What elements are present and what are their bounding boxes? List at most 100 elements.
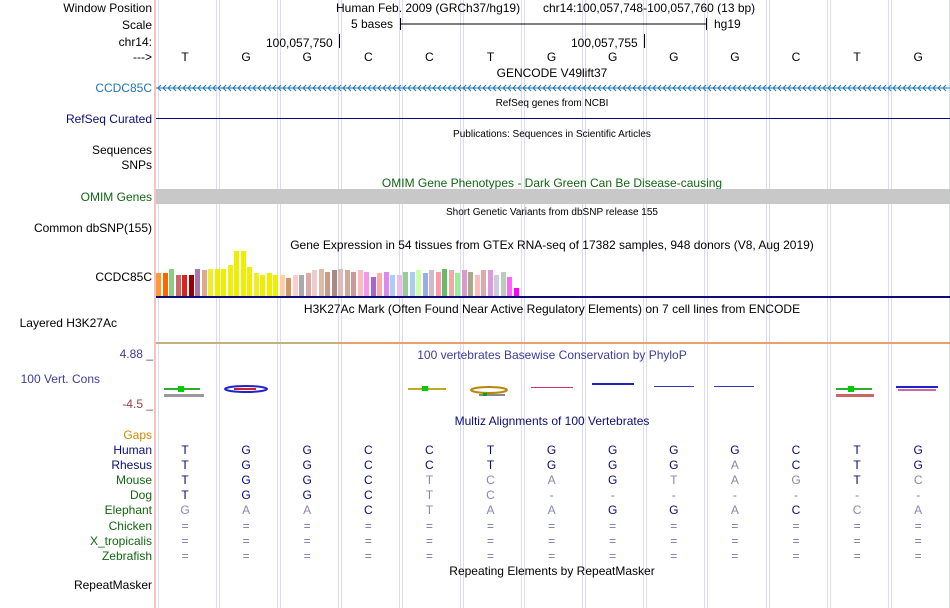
gtex-bar[interactable] xyxy=(442,269,447,296)
species-label[interactable]: Human xyxy=(113,443,152,457)
gtex-bar[interactable] xyxy=(299,275,304,296)
gtex-bar[interactable] xyxy=(175,275,181,296)
gtex-bar[interactable] xyxy=(331,270,337,296)
gtex-bar[interactable] xyxy=(279,275,285,296)
species-label[interactable]: Mouse xyxy=(115,473,152,488)
gtex-bar[interactable] xyxy=(513,288,519,296)
repeatmasker-label[interactable]: RepeatMasker xyxy=(73,578,152,592)
guideline xyxy=(830,0,831,608)
gtex-bar[interactable] xyxy=(487,270,493,296)
species-label[interactable]: Dog xyxy=(129,488,152,503)
species-label[interactable]: Rhesus xyxy=(111,458,152,473)
gtex-bar[interactable] xyxy=(188,275,194,296)
gtex-bar[interactable] xyxy=(448,270,454,296)
publications-label[interactable]: Sequences xyxy=(91,143,152,157)
gencode-gene-feature[interactable] xyxy=(156,82,950,94)
gtex-bar[interactable] xyxy=(507,277,512,296)
gtex-bar[interactable] xyxy=(266,273,272,296)
gtex-bar[interactable] xyxy=(208,269,213,296)
guideline xyxy=(643,0,644,608)
gtex-bar[interactable] xyxy=(344,270,350,296)
gtex-bar[interactable] xyxy=(240,251,246,296)
snps-label[interactable]: SNPs xyxy=(121,158,152,172)
gtex-bar[interactable] xyxy=(455,273,460,296)
h3k27ac-label[interactable]: Layered H3K27Ac xyxy=(19,316,117,330)
gtex-bar[interactable] xyxy=(286,278,291,296)
gtex-bar[interactable] xyxy=(409,272,415,296)
gtex-bar[interactable] xyxy=(201,270,207,296)
gtex-bar[interactable] xyxy=(182,275,187,296)
gtex-bar[interactable] xyxy=(305,273,311,296)
strand-arrow xyxy=(347,84,352,92)
species-base: = xyxy=(181,533,189,548)
gtex-bar[interactable] xyxy=(325,272,330,296)
dbsnp-label[interactable]: Common dbSNP(155) xyxy=(33,221,152,235)
gtex-bar[interactable] xyxy=(377,273,382,296)
gtex-bar[interactable] xyxy=(435,272,441,296)
gtex-bar[interactable] xyxy=(273,275,278,296)
gtex-bar[interactable] xyxy=(500,272,506,296)
guideline xyxy=(766,0,767,608)
gtex-bar[interactable] xyxy=(247,267,252,296)
gtex-bar[interactable] xyxy=(416,270,421,296)
omim-label[interactable]: OMIM Genes xyxy=(80,190,152,204)
cons-logo-10 xyxy=(714,386,754,387)
conservation-label[interactable]: 100 Vert. Cons xyxy=(20,372,100,386)
strand-arrow xyxy=(687,84,692,92)
gtex-label[interactable]: CCDC85C xyxy=(95,270,152,284)
strand-arrow xyxy=(502,84,507,92)
gtex-bar[interactable] xyxy=(461,270,467,296)
gtex-bar[interactable] xyxy=(474,275,480,296)
gtex-bar[interactable] xyxy=(162,273,168,296)
strand-arrow xyxy=(777,84,782,92)
window-position-label: Window Position xyxy=(63,1,152,15)
gtex-expression-bars[interactable] xyxy=(156,250,536,296)
species-label[interactable]: Zebrafish xyxy=(101,548,152,563)
gtex-bar[interactable] xyxy=(429,270,434,296)
strand-arrow xyxy=(192,84,197,92)
gtex-bar[interactable] xyxy=(403,272,408,296)
gtex-bar[interactable] xyxy=(312,270,317,296)
gtex-bar[interactable] xyxy=(364,272,369,296)
species-label[interactable]: Chicken xyxy=(108,518,152,533)
gtex-bar[interactable] xyxy=(260,275,265,296)
gtex-bar[interactable] xyxy=(318,269,324,296)
gtex-bar[interactable] xyxy=(169,269,174,296)
gtex-bar[interactable] xyxy=(370,277,376,296)
conservation-logos[interactable] xyxy=(156,378,950,402)
gaps-label[interactable]: Gaps xyxy=(123,428,152,442)
h3k27ac-signal-overlay xyxy=(156,342,338,343)
species-base: T xyxy=(425,503,434,518)
gtex-bar[interactable] xyxy=(383,272,389,296)
gtex-bar[interactable] xyxy=(357,270,363,296)
species-label[interactable]: Elephant xyxy=(104,503,152,518)
gtex-bar[interactable] xyxy=(156,273,161,296)
gtex-bar[interactable] xyxy=(351,272,356,296)
gtex-bar[interactable] xyxy=(195,269,200,296)
refseq-label[interactable]: RefSeq Curated xyxy=(65,112,152,126)
refseq-gene-line[interactable] xyxy=(156,118,950,119)
gtex-bar[interactable] xyxy=(338,269,343,296)
omim-title: OMIM Gene Phenotypes - Dark Green Can Be… xyxy=(381,176,723,190)
gtex-bar[interactable] xyxy=(468,272,473,296)
gtex-bar[interactable] xyxy=(227,265,233,296)
strand-arrow xyxy=(337,84,342,92)
gtex-bar[interactable] xyxy=(214,269,220,296)
species-base: = xyxy=(425,548,433,563)
gtex-bar[interactable] xyxy=(494,275,499,296)
gtex-bar[interactable] xyxy=(481,270,486,296)
species-label[interactable]: X_tropicalis xyxy=(89,533,152,548)
h3k27ac-signal[interactable] xyxy=(156,342,950,344)
omim-feature-bar[interactable] xyxy=(156,189,950,204)
gtex-bar[interactable] xyxy=(292,275,298,296)
gtex-bar[interactable] xyxy=(234,251,239,296)
gtex-bar[interactable] xyxy=(221,269,226,296)
guideline xyxy=(704,0,705,608)
gtex-bar[interactable] xyxy=(390,275,395,296)
strand-arrow xyxy=(602,84,607,92)
gtex-bar[interactable] xyxy=(422,273,428,296)
gtex-bar[interactable] xyxy=(253,273,259,296)
gencode-label[interactable]: CCDC85C xyxy=(95,81,152,95)
gtex-bar[interactable] xyxy=(396,275,402,296)
